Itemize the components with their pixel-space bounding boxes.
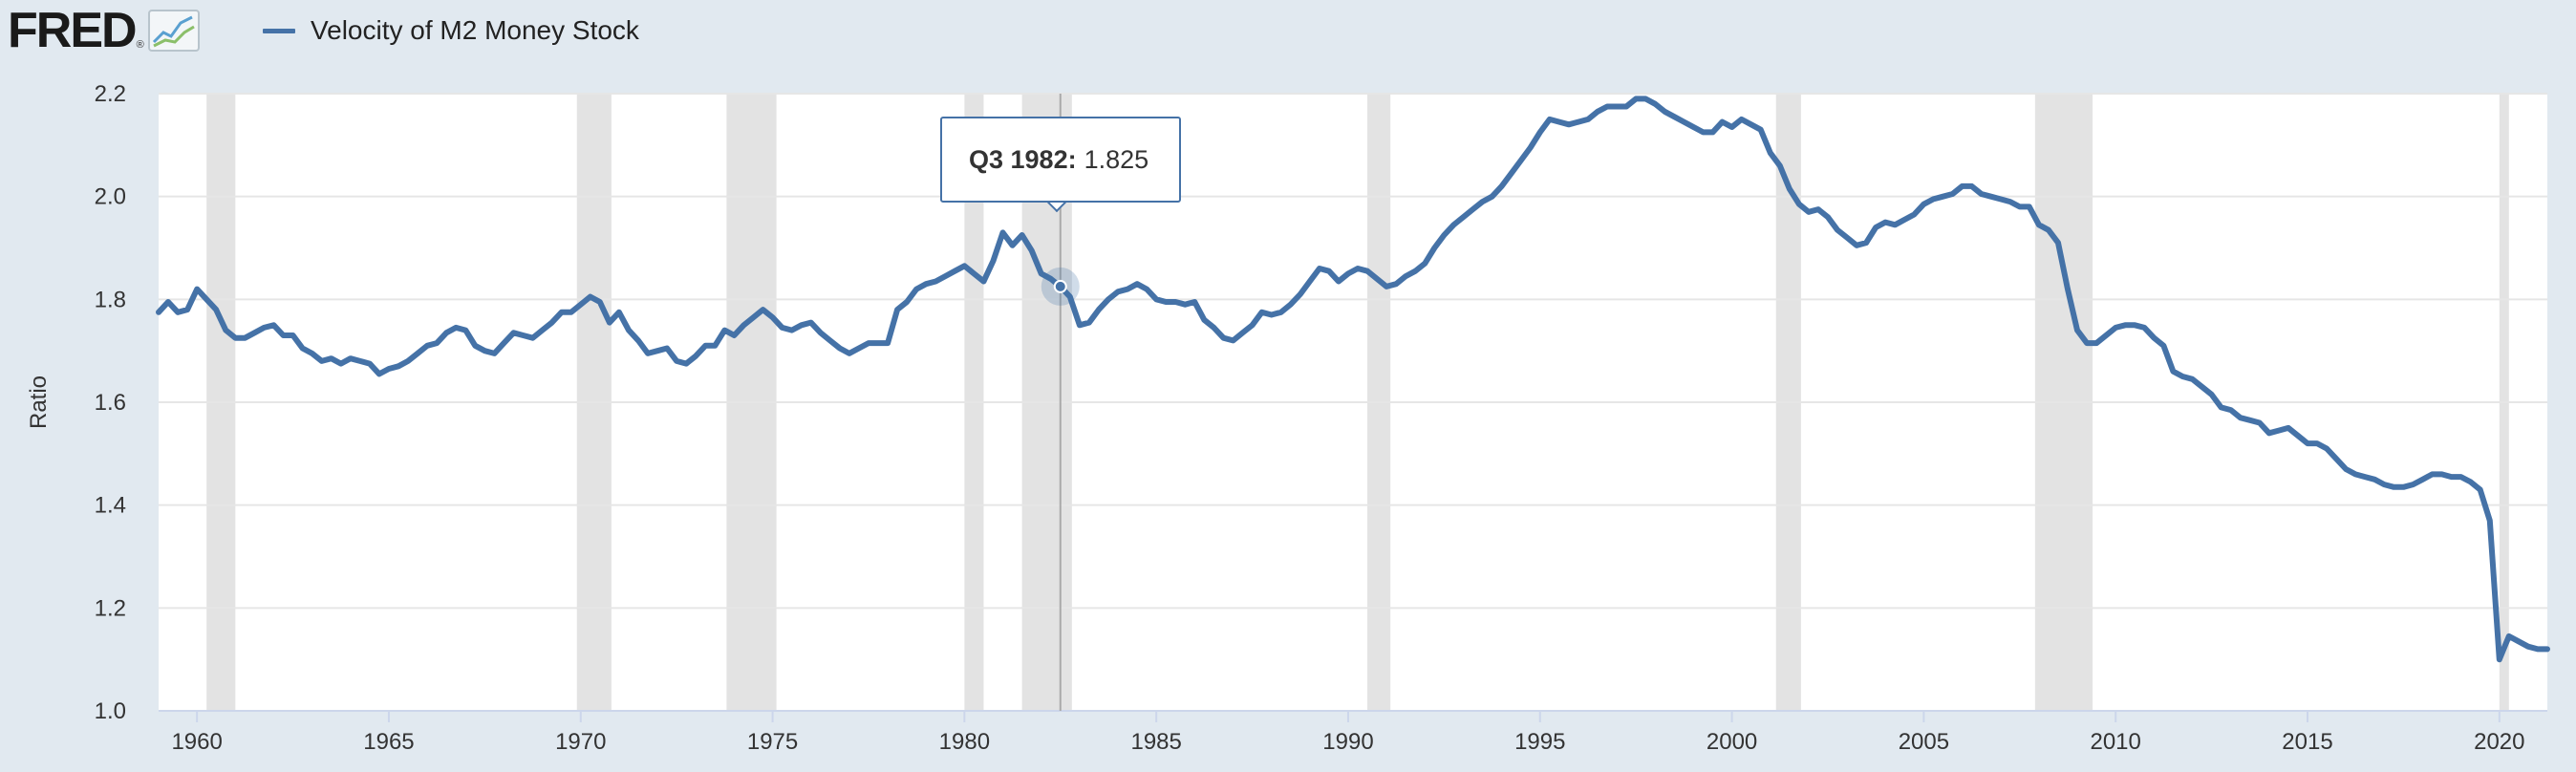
hover-marker[interactable] [1053, 279, 1067, 293]
x-tick-label: 1960 [171, 729, 222, 755]
y-tick-label: 1.6 [95, 390, 126, 416]
x-tick-label: 2005 [1899, 729, 1949, 755]
fred-logo[interactable]: FRED ® [8, 2, 200, 59]
fred-graph-icon [147, 9, 200, 56]
gridlines [159, 93, 2547, 610]
x-axis-ticks: 1960 1965 1970 1975 1980 1985 1990 1995 2000 2005… [159, 710, 2547, 755]
y-tick-label: 2.0 [95, 184, 126, 210]
y-tick-label: 1.0 [95, 698, 126, 724]
x-tick-label: 1965 [363, 729, 414, 755]
chart-legend[interactable]: Velocity of M2 Money Stock [263, 11, 639, 50]
y-axis-title: Ratio [26, 375, 52, 429]
y-tick-label: 1.4 [95, 493, 126, 519]
series-line-velocity-m2[interactable] [156, 96, 2550, 663]
tooltip-value: 1.825 [1084, 144, 1149, 174]
y-tick-label: 2.2 [95, 81, 126, 107]
registered-mark: ® [136, 39, 144, 51]
legend-series-label: Velocity of M2 Money Stock [311, 15, 639, 45]
y-tick-label: 1.2 [95, 595, 126, 621]
x-tick-label: 1990 [1322, 729, 1373, 755]
y-axis-ticks: 1.0 1.2 1.4 1.6 1.8 2.0 2.2 [95, 81, 126, 724]
x-tick-label: 2000 [1707, 729, 1757, 755]
chart-header: FRED ® Velocity of M2 Money Stock [0, 0, 2576, 76]
data-tooltip: Q3 1982: 1.825 [940, 117, 1181, 203]
y-tick-label: 1.8 [95, 287, 126, 312]
x-tick-label: 1985 [1130, 729, 1181, 755]
x-tick-label: 1995 [1514, 729, 1565, 755]
x-tick-label: 1980 [939, 729, 990, 755]
tooltip-period: Q3 1982: [969, 144, 1077, 174]
x-tick-label: 1975 [747, 729, 798, 755]
x-tick-label: 2020 [2474, 729, 2524, 755]
fred-logo-text: FRED [8, 3, 138, 58]
x-tick-label: 1970 [555, 729, 606, 755]
legend-series-swatch [263, 28, 295, 33]
x-tick-label: 2015 [2282, 729, 2332, 755]
x-tick-label: 2010 [2090, 729, 2140, 755]
